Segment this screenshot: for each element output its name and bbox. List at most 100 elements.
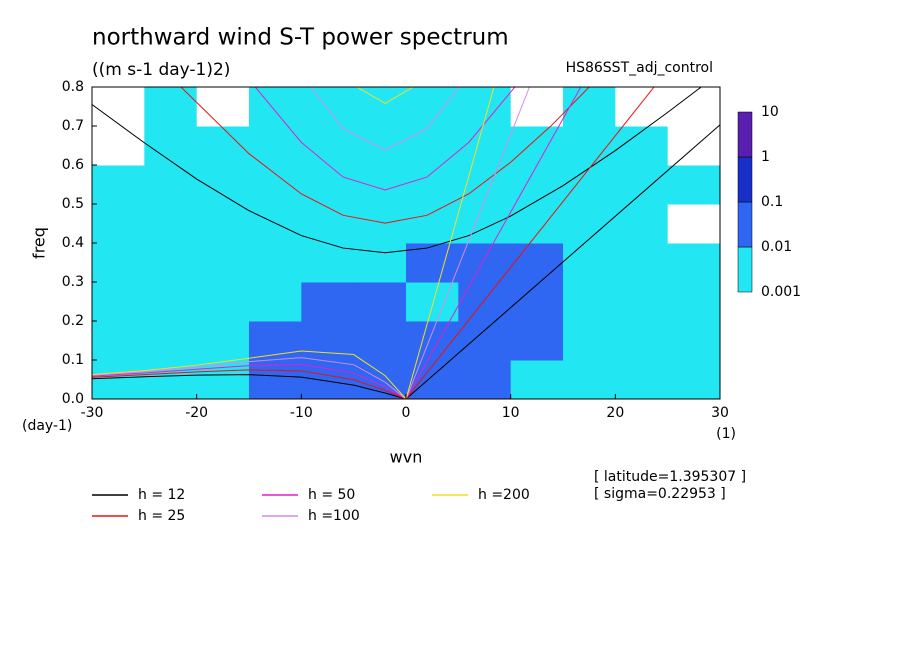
dispersion-curve: [92, 350, 407, 399]
x-unit-label: (1): [716, 426, 736, 442]
dispersion-curve: [356, 87, 414, 104]
field-cell: [92, 126, 145, 166]
field-cell: [301, 165, 355, 205]
field-cell: [301, 126, 355, 166]
field-cell: [667, 360, 720, 399]
field-cell: [510, 321, 564, 361]
field-cell: [615, 243, 669, 283]
x-tick-label: -30: [81, 405, 104, 421]
x-tick-label: -10: [290, 405, 313, 421]
field-cell: [353, 204, 407, 244]
field-cell: [406, 204, 459, 244]
field-cell: [196, 243, 250, 283]
colorbar-label: 0.1: [761, 194, 783, 210]
field-cell: [301, 243, 355, 283]
field-cell: [144, 165, 198, 205]
colorbar-swatch: [737, 111, 753, 158]
field-cell: [615, 321, 669, 361]
legend-label: h = 25: [138, 508, 185, 524]
field-cell: [510, 360, 564, 399]
field-cell: [144, 243, 198, 283]
field-cell: [249, 165, 302, 205]
field-cell: [196, 204, 250, 244]
field-cell: [353, 126, 407, 166]
field-cell: [92, 165, 145, 205]
field-cell: [196, 321, 250, 361]
dispersion-curve: [92, 374, 407, 399]
field-cell: [196, 165, 250, 205]
colorbar-swatch: [737, 156, 753, 203]
dispersion-curve: [405, 87, 495, 399]
field-cell: [406, 243, 459, 283]
field-cell: [353, 243, 407, 283]
x-axis-label: wvn: [390, 448, 423, 467]
field-cell: [353, 87, 407, 127]
x-tick-label: -20: [185, 405, 208, 421]
y-unit-label: (day-1): [22, 418, 72, 434]
field-cell: [92, 243, 145, 283]
field-cell: [301, 204, 355, 244]
field-cell: [144, 87, 198, 127]
field-cell: [406, 282, 459, 322]
field-cell: [458, 165, 512, 205]
field-cell: [301, 360, 355, 399]
field-cell: [667, 243, 720, 283]
field-cell: [249, 282, 302, 322]
colorbar-label: 10: [761, 104, 779, 120]
legend-label: h = 50: [308, 487, 355, 503]
field-cell: [563, 321, 616, 361]
field-cell: [144, 126, 198, 166]
field-cell: [510, 282, 564, 322]
dispersion-curve: [405, 87, 582, 399]
dispersion-curve: [405, 87, 655, 399]
y-tick-label: 0.6: [62, 157, 84, 173]
field-cell: [510, 243, 564, 283]
field-cell: [563, 282, 616, 322]
field-cell: [92, 360, 145, 399]
annotation: [ latitude=1.395307 ]: [594, 469, 746, 485]
field-cell: [563, 165, 616, 205]
field-cell: [458, 360, 512, 399]
field-cell: [615, 165, 669, 205]
field-cell: [406, 165, 459, 205]
curves: [92, 87, 720, 399]
field-cell: [92, 321, 145, 361]
legend-label: h =200: [478, 487, 530, 503]
field-cell: [301, 282, 355, 322]
y-tick-label: 0.7: [62, 118, 84, 134]
colorbar-label: 0.01: [761, 239, 792, 255]
field-cell: [563, 87, 616, 127]
field-cell: [249, 321, 302, 361]
y-axis-label: freq: [30, 227, 49, 259]
field-cell: [144, 321, 198, 361]
y-tick-label: 0.5: [62, 196, 84, 212]
y-tick-label: 0.2: [62, 313, 84, 329]
legend-label: h = 12: [138, 487, 185, 503]
x-tick-label: 20: [606, 405, 624, 421]
dispersion-curve: [92, 357, 407, 399]
dispersion-curve: [254, 87, 516, 191]
dispersion-curve: [92, 363, 407, 399]
y-tick-label: 0.8: [62, 79, 84, 95]
field-cell: [563, 360, 616, 399]
x-tick-label: 0: [402, 405, 411, 421]
field-cell: [92, 282, 145, 322]
field-cell: [406, 126, 459, 166]
field-cell: [406, 87, 459, 127]
field-cell: [615, 204, 669, 244]
field-cell: [144, 204, 198, 244]
field-cell: [510, 87, 564, 127]
field-cell: [249, 360, 302, 399]
field-cell: [406, 321, 459, 361]
field-cell: [458, 282, 512, 322]
dispersion-curve: [180, 87, 590, 224]
field: [92, 87, 720, 399]
y-tick-label: 0.4: [62, 235, 84, 251]
field-cell: [144, 282, 198, 322]
field-cell: [563, 243, 616, 283]
field-cell: [667, 165, 720, 205]
field-cell: [249, 243, 302, 283]
annotation: [ sigma=0.22953 ]: [594, 486, 726, 502]
field-cell: [458, 204, 512, 244]
